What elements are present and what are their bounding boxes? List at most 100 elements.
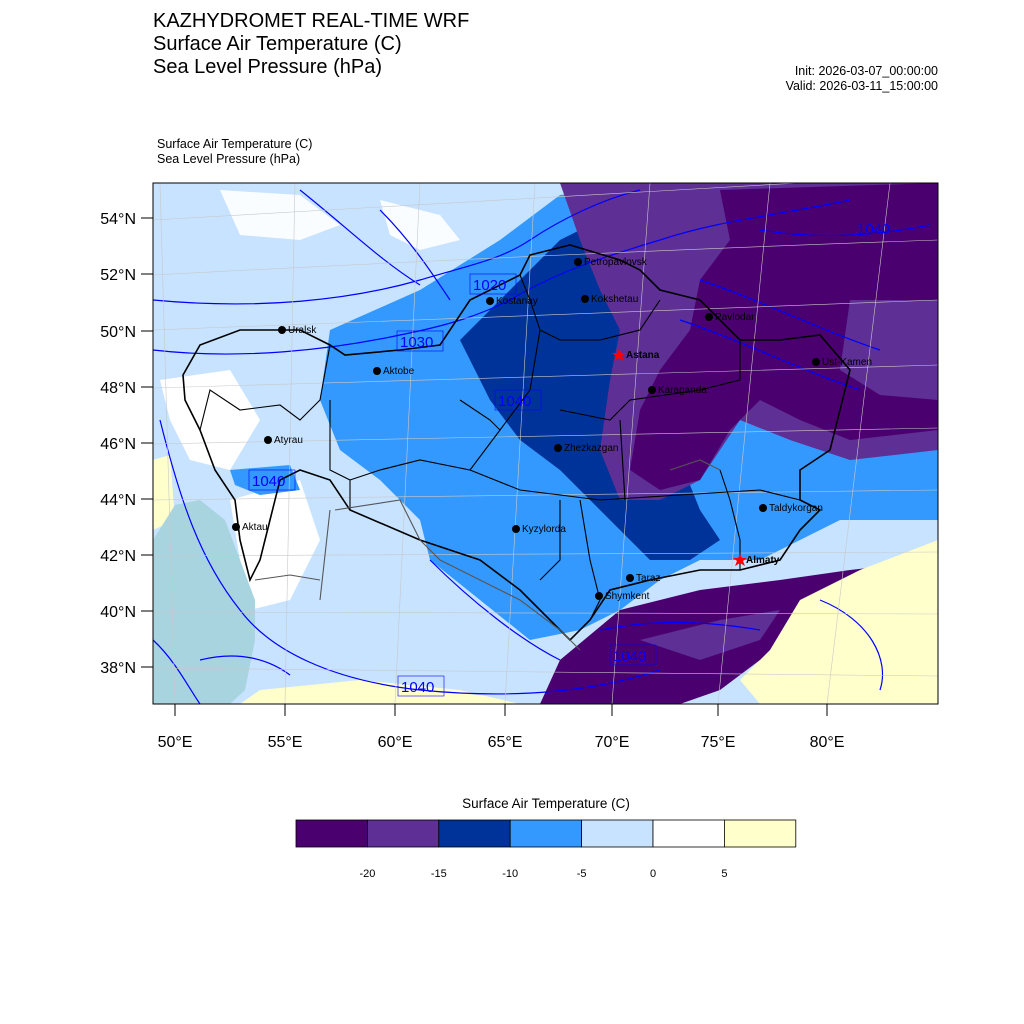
isobar-lines — [153, 189, 931, 704]
colorbar-tick-label: -15 — [431, 868, 447, 880]
city-pavlodar[interactable]: Pavlodar — [705, 312, 755, 323]
city-label: Kokshetau — [591, 294, 638, 305]
city-label: Zhezkazgan — [564, 443, 618, 454]
city-label: Petropavlovsk — [584, 257, 648, 268]
city-shymkent[interactable]: Shymkent — [595, 591, 650, 602]
city-label: Almaty — [746, 555, 780, 566]
city-astana[interactable]: Astana — [612, 349, 660, 361]
city-atyrau[interactable]: Atyrau — [264, 435, 303, 446]
colorbar-swatch — [581, 819, 654, 848]
lat-label: 48°N — [100, 380, 136, 397]
city-kyzylorda[interactable]: Kyzylorda — [512, 524, 566, 535]
svg-text:1040: 1040 — [252, 473, 285, 490]
isobar-label: 1040 — [397, 675, 445, 697]
city-aktobe[interactable]: Aktobe — [373, 366, 415, 377]
city-label: Kostanay — [496, 296, 538, 307]
colorbar-tick-label: -10 — [502, 868, 518, 880]
city-uralsk[interactable]: Uralsk — [278, 325, 317, 336]
isobar-label: 1020 — [469, 273, 517, 295]
city-ust-kamen[interactable]: Ust-Kamen — [812, 357, 872, 368]
isobar-labels: 1020 1030 1040 1040 1040 1040 1040 — [248, 221, 890, 697]
colorbar-swatch — [438, 819, 511, 848]
city-taldykorgan[interactable]: Taldykorgan — [759, 503, 823, 514]
plot-subtitle: Surface Air Temperature (C) Sea Level Pr… — [157, 137, 312, 167]
lon-label: 70°E — [595, 734, 630, 751]
lon-label: 60°E — [378, 734, 413, 751]
city-label: Kyzylorda — [522, 524, 566, 535]
isobar-label: 1040 — [248, 469, 296, 491]
city-label: Karaganda — [658, 385, 707, 396]
lat-label: 50°N — [100, 324, 136, 341]
colorbar-tick-label: -5 — [577, 868, 587, 880]
longitude-labels: 50°E 55°E 60°E 65°E 70°E 75°E 80°E — [158, 734, 845, 751]
colorbar-tick-label: 5 — [721, 868, 727, 880]
colorbar-swatch — [724, 819, 797, 848]
lat-label: 44°N — [100, 492, 136, 509]
axis-ticks — [141, 217, 828, 716]
isobar-label: 1030 — [396, 330, 444, 352]
title-block: KAZHYDROMET REAL-TIME WRF Surface Air Te… — [153, 10, 469, 79]
isobar-label: 1040 — [857, 221, 890, 238]
lon-label: 50°E — [158, 734, 193, 751]
city-taraz[interactable]: Taraz — [626, 573, 660, 584]
time-info: Init: 2026-03-07_00:00:00 Valid: 2026-03… — [786, 64, 938, 94]
city-label: Pavlodar — [715, 312, 755, 323]
colorbar-swatch — [366, 819, 440, 848]
lat-label: 46°N — [100, 436, 136, 453]
latitude-labels: 54°N 52°N 50°N 48°N 46°N 44°N 42°N 40°N … — [100, 211, 136, 677]
city-petropavlovsk[interactable]: Petropavlovsk — [574, 257, 648, 268]
city-kokshetau[interactable]: Kokshetau — [581, 294, 638, 305]
lat-label: 42°N — [100, 548, 136, 565]
city-label: Shymkent — [605, 591, 650, 602]
svg-text:1040: 1040 — [498, 393, 531, 410]
isobar-label: 1040 — [494, 389, 542, 411]
valid-time: Valid: 2026-03-11_15:00:00 — [785, 79, 938, 93]
neighbor-boundaries — [254, 459, 721, 651]
temperature-field — [153, 183, 938, 704]
city-almaty[interactable]: Almaty — [733, 554, 780, 566]
title-pressure: Sea Level Pressure (hPa) — [153, 56, 383, 78]
city-label: Taldykorgan — [769, 503, 823, 514]
city-label: Uralsk — [288, 325, 317, 336]
init-time: Init: 2026-03-07_00:00:00 — [794, 64, 938, 78]
lon-label: 55°E — [268, 734, 303, 751]
region-boundaries — [199, 274, 801, 621]
colorbar-swatch — [652, 819, 725, 848]
lon-label: 65°E — [488, 734, 523, 751]
lat-label: 38°N — [100, 660, 136, 677]
colorbar-title: Surface Air Temperature (C) — [462, 796, 630, 811]
city-markers: Petropavlovsk Kostanay Kokshetau Uralsk … — [232, 257, 872, 602]
lon-label: 80°E — [810, 734, 845, 751]
city-label: Aktau — [242, 522, 268, 533]
lon-label: 75°E — [701, 734, 736, 751]
svg-text:1040: 1040 — [613, 648, 646, 665]
subtitle-pressure: Sea Level Pressure (hPa) — [157, 152, 301, 166]
colorbar — [295, 819, 797, 848]
lat-label: 54°N — [100, 211, 136, 228]
city-zhezkazgan[interactable]: Zhezkazgan — [554, 443, 618, 454]
title-temperature: Surface Air Temperature (C) — [153, 33, 402, 55]
city-aktau[interactable]: Aktau — [232, 522, 268, 533]
country-boundary — [182, 244, 851, 642]
colorbar-tick-label: 0 — [650, 868, 656, 880]
city-label: Atyrau — [274, 435, 303, 446]
isobar-label: 1040 — [609, 644, 657, 666]
subtitle-temperature: Surface Air Temperature (C) — [157, 137, 313, 151]
lat-label: 52°N — [100, 267, 136, 284]
colorbar-swatch — [509, 819, 583, 848]
city-karaganda[interactable]: Karaganda — [648, 385, 707, 396]
svg-text:1030: 1030 — [400, 334, 433, 351]
lat-label: 40°N — [100, 604, 136, 621]
city-label: Aktobe — [383, 366, 415, 377]
main-title: KAZHYDROMET REAL-TIME WRF — [153, 10, 470, 32]
colorbar-ticks: -20 -15 -10 -5 0 5 — [359, 868, 727, 880]
svg-text:1040: 1040 — [857, 221, 890, 238]
svg-text:1020: 1020 — [473, 277, 506, 294]
city-kostanay[interactable]: Kostanay — [486, 296, 538, 307]
colorbar-swatch — [295, 819, 368, 848]
colorbar-tick-label: -20 — [359, 868, 375, 880]
svg-text:1040: 1040 — [401, 679, 434, 696]
city-label: Taraz — [636, 573, 660, 584]
city-label: Ust-Kamen — [822, 357, 872, 368]
